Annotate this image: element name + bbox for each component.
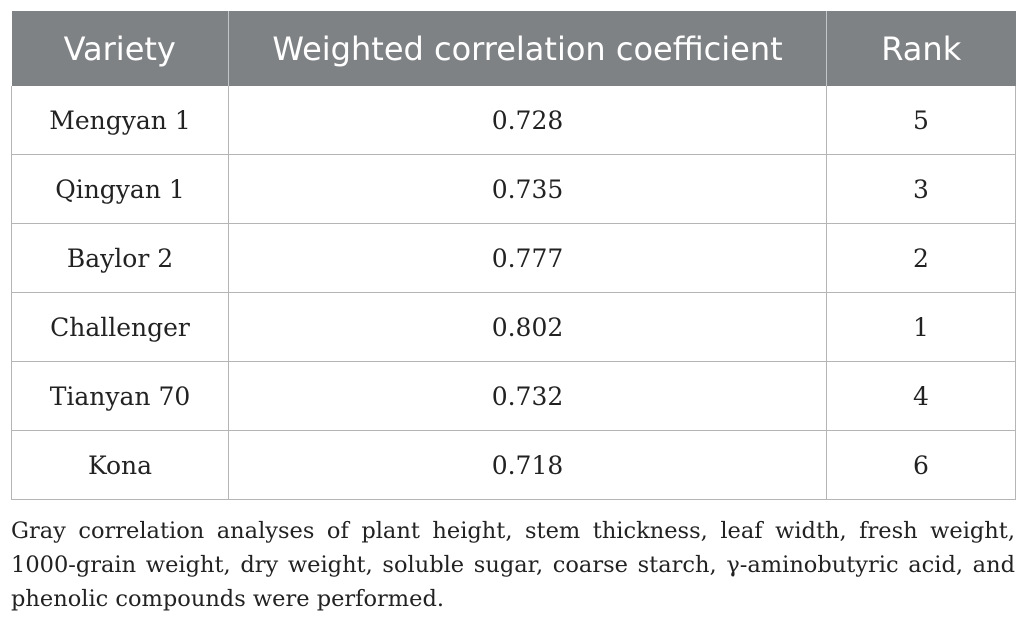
table-footnote: Gray correlation analyses of plant heigh… <box>11 518 1015 612</box>
coefficient-cell: 0.735 <box>228 154 827 224</box>
variety-cell: Qingyan 1 <box>11 154 229 224</box>
table-row: Baylor 2 0.777 2 <box>11 223 1016 293</box>
correlation-rank-table: Variety Weighted correlation coefficient… <box>11 11 1016 500</box>
rank-cell: 3 <box>826 154 1016 224</box>
coefficient-cell: 0.728 <box>228 86 827 155</box>
table-row: Challenger 0.802 1 <box>11 292 1016 362</box>
rank-cell: 1 <box>826 292 1016 362</box>
variety-cell: Baylor 2 <box>11 223 229 293</box>
variety-cell: Challenger <box>11 292 229 362</box>
rank-cell: 5 <box>826 86 1016 155</box>
coefficient-cell: 0.732 <box>228 361 827 431</box>
table-row: Kona 0.718 6 <box>11 430 1016 500</box>
header-weighted-correlation-coefficient: Weighted correlation coefficient <box>228 11 827 86</box>
table-row: Mengyan 1 0.728 5 <box>11 86 1016 155</box>
variety-cell: Kona <box>11 430 229 500</box>
coefficient-cell: 0.777 <box>228 223 827 293</box>
results-table-container: Variety Weighted correlation coefficient… <box>11 11 1016 500</box>
rank-cell: 4 <box>826 361 1016 431</box>
variety-cell: Tianyan 70 <box>11 361 229 431</box>
coefficient-cell: 0.802 <box>228 292 827 362</box>
rank-cell: 2 <box>826 223 1016 293</box>
table-row: Tianyan 70 0.732 4 <box>11 361 1016 431</box>
table-header: Variety Weighted correlation coefficient… <box>11 11 1016 86</box>
table-body: Mengyan 1 0.728 5 Qingyan 1 0.735 3 Bayl… <box>11 86 1016 500</box>
coefficient-cell: 0.718 <box>228 430 827 500</box>
table-row: Qingyan 1 0.735 3 <box>11 154 1016 224</box>
header-rank: Rank <box>826 11 1016 86</box>
variety-cell: Mengyan 1 <box>11 86 229 155</box>
rank-cell: 6 <box>826 430 1016 500</box>
header-variety: Variety <box>11 11 229 86</box>
header-row: Variety Weighted correlation coefficient… <box>11 11 1016 86</box>
